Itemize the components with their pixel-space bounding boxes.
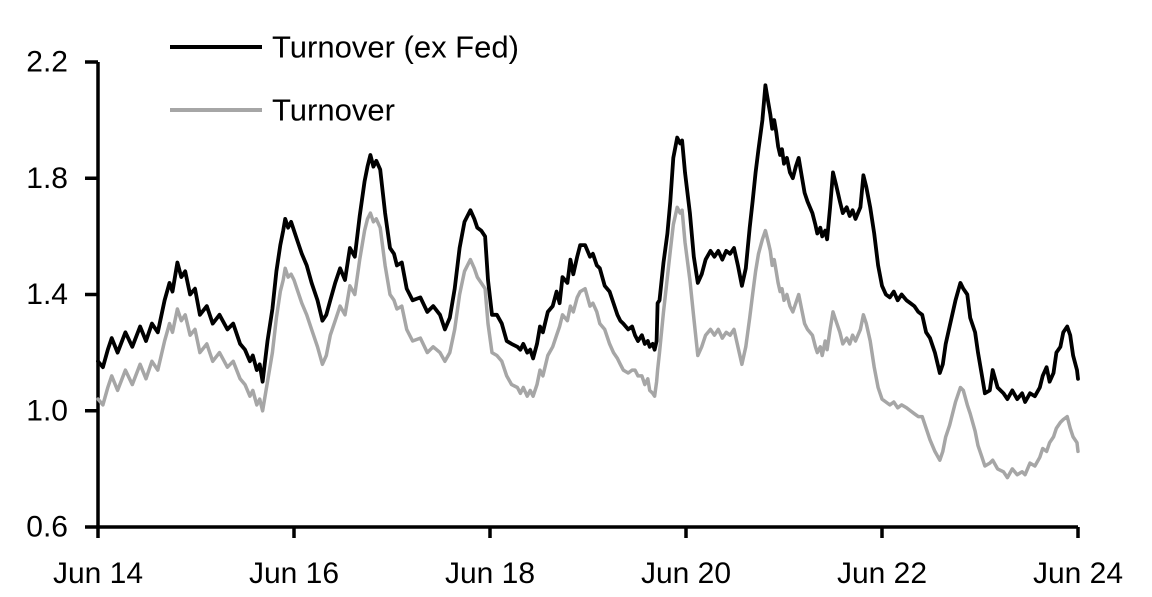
x-tick-label: Jun 20: [641, 557, 731, 590]
x-tick-label: Jun 24: [1033, 557, 1123, 590]
y-tick-label: 1.4: [26, 278, 68, 311]
series-turnover-ex-fed-line: [96, 83, 1080, 404]
legend: Turnover (ex Fed) Turnover: [170, 30, 519, 128]
y-tick-label: 2.2: [26, 46, 68, 79]
y-tick-group: 2.2 1.8 1.4 1.0 0.6: [26, 46, 98, 544]
legend-item-turnover-ex-fed: Turnover (ex Fed): [170, 30, 519, 65]
y-tick-label: 1.0: [26, 394, 68, 427]
x-tick-label: Jun 14: [53, 557, 143, 590]
series-turnover-line: [96, 205, 1080, 480]
y-tick-label: 0.6: [26, 511, 68, 544]
x-tick-label: Jun 16: [249, 557, 339, 590]
legend-label-turnover-ex-fed: Turnover (ex Fed): [272, 30, 519, 65]
y-tick-label: 1.8: [26, 162, 68, 195]
x-tick-label: Jun 18: [445, 557, 535, 590]
x-tick-label: Jun 22: [837, 557, 927, 590]
x-tick-group: Jun 14 Jun 16 Jun 18 Jun 20 Jun 22 Jun 24: [53, 527, 1123, 590]
legend-label-turnover: Turnover: [272, 93, 395, 128]
legend-item-turnover: Turnover: [170, 93, 395, 128]
